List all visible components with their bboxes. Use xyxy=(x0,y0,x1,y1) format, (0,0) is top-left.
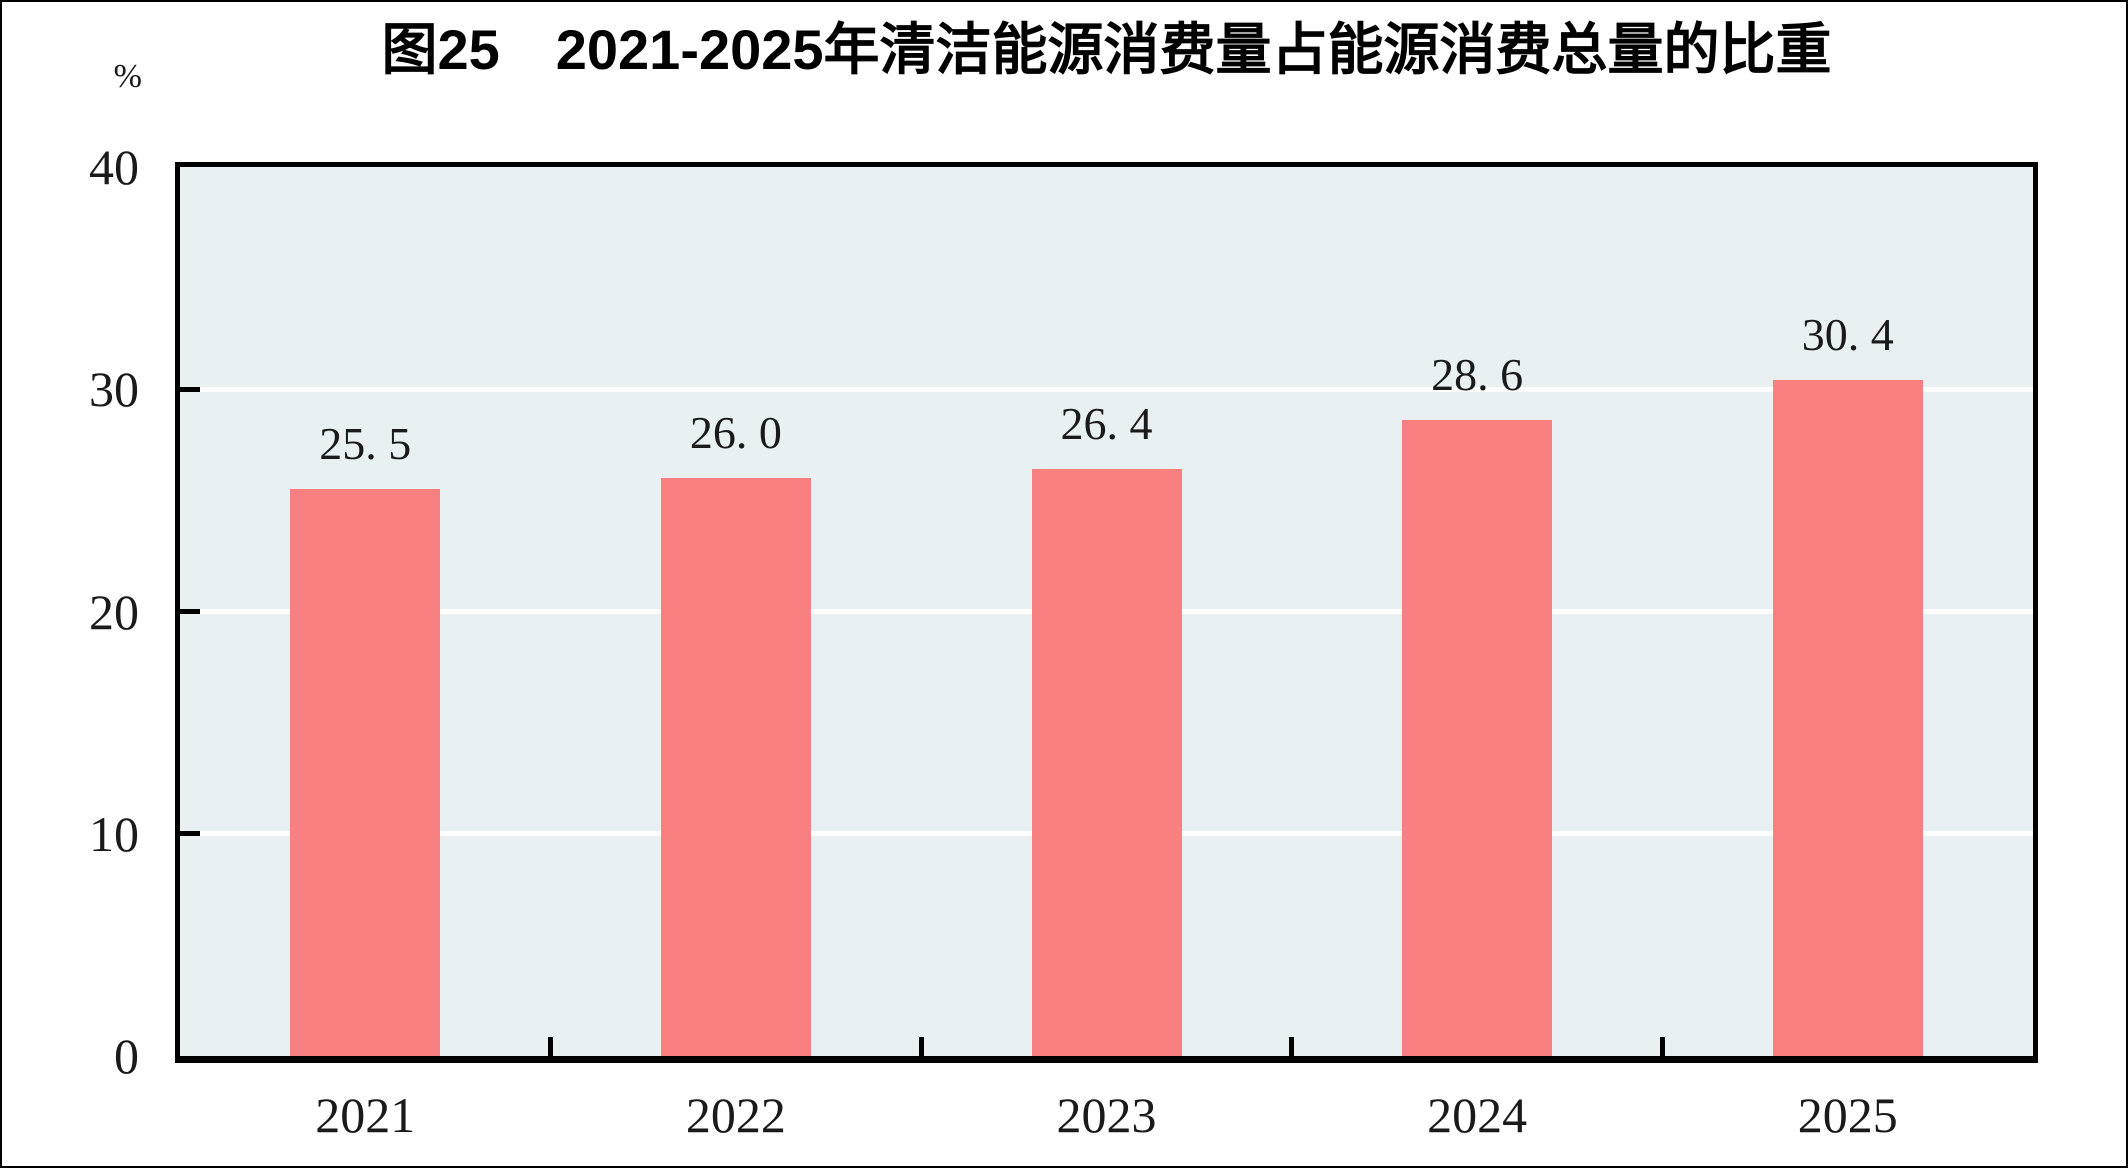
x-axis-label-2023: 2023 xyxy=(1056,1087,1157,1143)
y-axis-label-20: 20 xyxy=(89,583,139,640)
y-axis-unit-label: % xyxy=(113,58,142,95)
bar-2025 xyxy=(1772,380,1923,1056)
y-axis-tick-20 xyxy=(180,609,200,614)
y-axis-tick-30 xyxy=(180,386,200,392)
x-axis-label-2025: 2025 xyxy=(1797,1087,1898,1143)
x-axis-tick-4 xyxy=(1659,1037,1665,1056)
bar-2021 xyxy=(290,489,441,1056)
gridline-30 xyxy=(180,386,2033,392)
chart-title: 图25 2021-2025年清洁能源消费量占能源消费总量的比重 xyxy=(381,18,1832,81)
bar-value-label-2022: 26. 0 xyxy=(689,407,782,459)
bar-value-label-2024: 28. 6 xyxy=(1431,349,1524,401)
bar-2024 xyxy=(1402,420,1553,1056)
x-axis-label-2024: 2024 xyxy=(1427,1087,1528,1143)
bar-value-label-2021: 25. 5 xyxy=(319,418,412,470)
bar-value-label-2023: 26. 4 xyxy=(1060,398,1153,450)
y-axis-tick-10 xyxy=(180,831,200,837)
bar-2022 xyxy=(660,478,811,1056)
x-axis-tick-3 xyxy=(1289,1037,1295,1056)
bar-value-label-2025: 30. 4 xyxy=(1801,309,1894,361)
y-axis-label-10: 10 xyxy=(89,805,139,862)
x-axis-label-2021: 2021 xyxy=(315,1087,416,1143)
x-axis-label-2022: 2022 xyxy=(685,1087,786,1143)
x-axis-tick-2 xyxy=(918,1037,924,1056)
plot-area: 25. 5 26. 0 26. 4 28. 6 30. 4 xyxy=(175,162,2038,1063)
y-axis-label-30: 30 xyxy=(89,361,139,418)
bar-2023 xyxy=(1031,469,1182,1056)
y-axis-label-40: 40 xyxy=(89,139,139,195)
x-axis-tick-1 xyxy=(548,1037,554,1056)
y-axis-label-0: 0 xyxy=(114,1028,139,1084)
